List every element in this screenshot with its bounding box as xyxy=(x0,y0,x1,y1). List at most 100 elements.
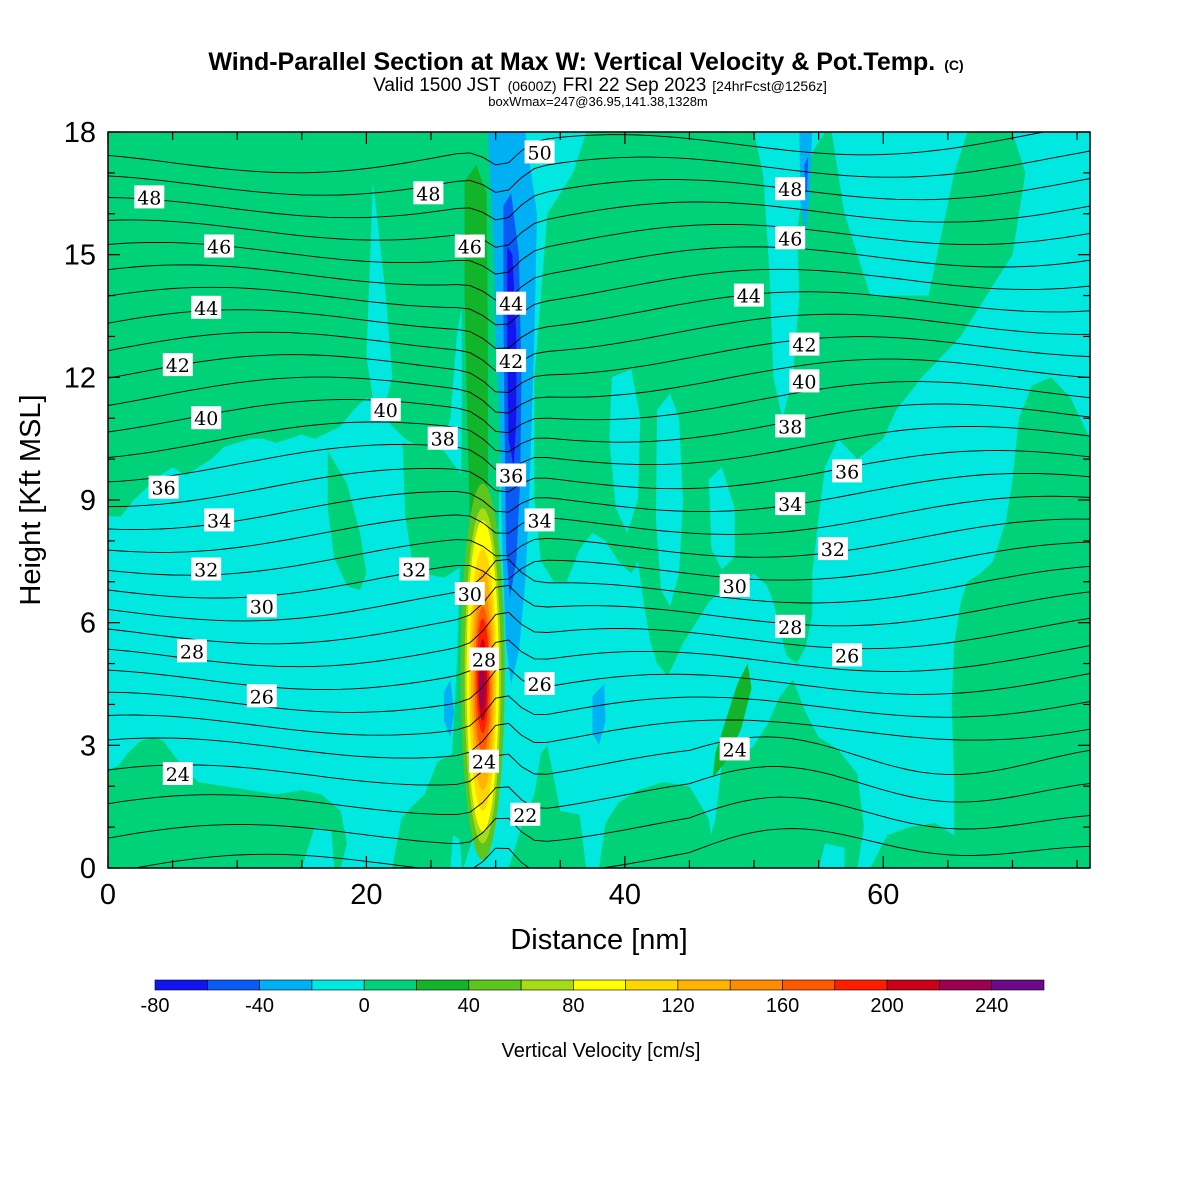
colorbar-swatch xyxy=(729,979,783,991)
theta-contour-label: 32 xyxy=(191,557,222,582)
colorbar-swatch xyxy=(416,979,470,991)
theta-contour-label: 42 xyxy=(496,349,527,373)
colorbar-swatch xyxy=(782,979,836,991)
theta-contour-label-text: 32 xyxy=(194,560,218,582)
theta-contour-label-text: 46 xyxy=(778,228,802,250)
theta-isoline xyxy=(108,450,1090,508)
x-tick-label: 20 xyxy=(350,879,382,911)
theta-isoline xyxy=(108,150,1090,196)
colorbar-tick-label: -40 xyxy=(245,995,274,1017)
theta-contour-label-text: 50 xyxy=(528,142,552,164)
theta-contour-label-text: 28 xyxy=(472,650,496,672)
colorbar-label: Vertical Velocity [cm/s] xyxy=(502,1040,701,1062)
x-axis-label: Distance [nm] xyxy=(510,924,687,956)
theta-contour-label: 30 xyxy=(719,573,750,598)
theta-contour-label: 48 xyxy=(134,185,165,209)
theta-contour-label-text: 26 xyxy=(528,674,552,696)
colorbar-tick-label: 40 xyxy=(458,995,480,1017)
theta-isoline xyxy=(108,381,1090,434)
colorbar-swatch xyxy=(677,979,731,991)
theta-isoline xyxy=(108,132,1047,174)
y-tick-label: 15 xyxy=(64,240,96,272)
fill-cyan-bottom-b xyxy=(818,843,845,868)
theta-isoline xyxy=(108,584,1090,645)
y-tick-label: 9 xyxy=(80,485,96,517)
theta-contour-label: 44 xyxy=(496,291,527,316)
colorbar-swatch xyxy=(834,979,888,991)
theta-contour-label-text: 42 xyxy=(499,351,523,373)
colorbar-tick-label: 120 xyxy=(661,995,694,1017)
theta-isoline xyxy=(108,518,1090,576)
theta-contour-label: 40 xyxy=(789,369,820,393)
theta-contour-label-text: 26 xyxy=(835,645,859,667)
theta-contour-label: 42 xyxy=(162,353,193,377)
theta-contour-label-text: 34 xyxy=(207,510,231,532)
theta-contour-label-text: 34 xyxy=(778,494,802,516)
theta-isoline xyxy=(108,291,1090,349)
fill-green-lower-far xyxy=(870,823,961,868)
fill-cyan-hole-b xyxy=(655,393,683,607)
fill-green-tongue xyxy=(327,450,367,590)
theta-contour-label: 36 xyxy=(496,463,527,488)
fill-lightblue-spot-a xyxy=(443,679,455,738)
colorbar-swatch xyxy=(991,979,1045,991)
theta-contour-label: 46 xyxy=(454,234,485,259)
fill-lightblue-spot-b xyxy=(592,684,606,746)
fill-green-right-bulge xyxy=(1018,406,1090,590)
theta-contour-label-text: 22 xyxy=(513,805,537,827)
theta-contour-label-text: 44 xyxy=(737,286,761,308)
theta-isoline xyxy=(108,223,1090,275)
theta-contour-label: 46 xyxy=(204,234,235,259)
y-tick-label: 0 xyxy=(80,853,96,885)
theta-contour-label-text: 34 xyxy=(528,510,552,532)
theta-contour-label: 32 xyxy=(817,537,848,561)
theta-contour-layer xyxy=(108,132,1090,868)
chart-subtitle: Valid 1500 JST (0600Z) FRI 22 Sep 2023 [24h… xyxy=(373,75,827,96)
theta-isoline xyxy=(108,766,1090,816)
colorbar-tick-labels: -80 -40 0 40 80 120 160 200 240 xyxy=(141,995,1009,1017)
theta-isoline xyxy=(108,178,1090,221)
fill-darkgreen-column xyxy=(464,164,488,562)
theta-contour-label: 28 xyxy=(469,647,499,672)
theta-contour-label: 50 xyxy=(524,140,555,164)
theta-contour-label-text: 42 xyxy=(792,335,816,357)
theta-contour-label: 40 xyxy=(370,398,401,422)
theta-isoline xyxy=(108,695,1090,736)
theta-contour-label: 26 xyxy=(832,643,863,667)
colorbar-swatch xyxy=(886,979,940,991)
box-info: boxWmax=247@36.95,141.38,1328m xyxy=(488,94,708,109)
theta-contour-label-text: 40 xyxy=(792,371,816,393)
theta-contour-label: 48 xyxy=(413,181,444,205)
theta-isoline xyxy=(108,425,1090,483)
theta-contour-label-text: 40 xyxy=(194,408,218,430)
theta-contour-label: 24 xyxy=(162,762,193,786)
theta-isoline xyxy=(108,246,1090,301)
theta-contour-label-text: 28 xyxy=(180,641,204,663)
theta-contour-label-text: 42 xyxy=(166,355,190,377)
theta-contour-label-text: 28 xyxy=(778,617,802,639)
colorbar-swatch xyxy=(311,979,365,991)
y-tick-label: 12 xyxy=(64,362,96,394)
axis-ticks xyxy=(107,131,1090,869)
fill-green-lower-centerright xyxy=(508,745,587,868)
theta-contour-label-text: 44 xyxy=(194,298,218,320)
theta-isoline xyxy=(108,667,1090,713)
theta-contour-label-text: 46 xyxy=(458,237,482,259)
colorbar-tick-label: 160 xyxy=(766,995,799,1017)
theta-contour-label-text: 48 xyxy=(137,187,161,209)
theta-isoline xyxy=(108,201,1090,248)
theta-contour-label-text: 30 xyxy=(458,584,482,606)
fill-green-lower-right xyxy=(702,679,864,868)
theta-contour-label-text: 48 xyxy=(416,183,440,205)
theta-contour-label: 32 xyxy=(399,557,430,582)
theta-contour-label: 26 xyxy=(246,684,277,708)
theta-contour-label-text: 44 xyxy=(499,294,523,316)
theta-contour-label: 44 xyxy=(191,295,222,320)
theta-isoline xyxy=(108,558,1090,622)
theta-contour-label-text: 30 xyxy=(723,576,747,598)
theta-contour-label-text: 48 xyxy=(778,179,802,201)
theta-isoline xyxy=(108,313,1090,372)
theta-contour-label: 48 xyxy=(775,177,806,201)
colorbar-swatch xyxy=(520,979,574,991)
